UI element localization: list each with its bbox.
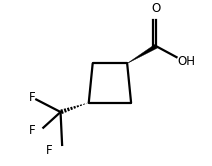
Text: F: F xyxy=(29,124,36,137)
Text: F: F xyxy=(29,91,36,104)
Polygon shape xyxy=(127,44,157,63)
Text: OH: OH xyxy=(178,55,196,68)
Text: O: O xyxy=(152,2,161,15)
Text: F: F xyxy=(46,144,53,157)
